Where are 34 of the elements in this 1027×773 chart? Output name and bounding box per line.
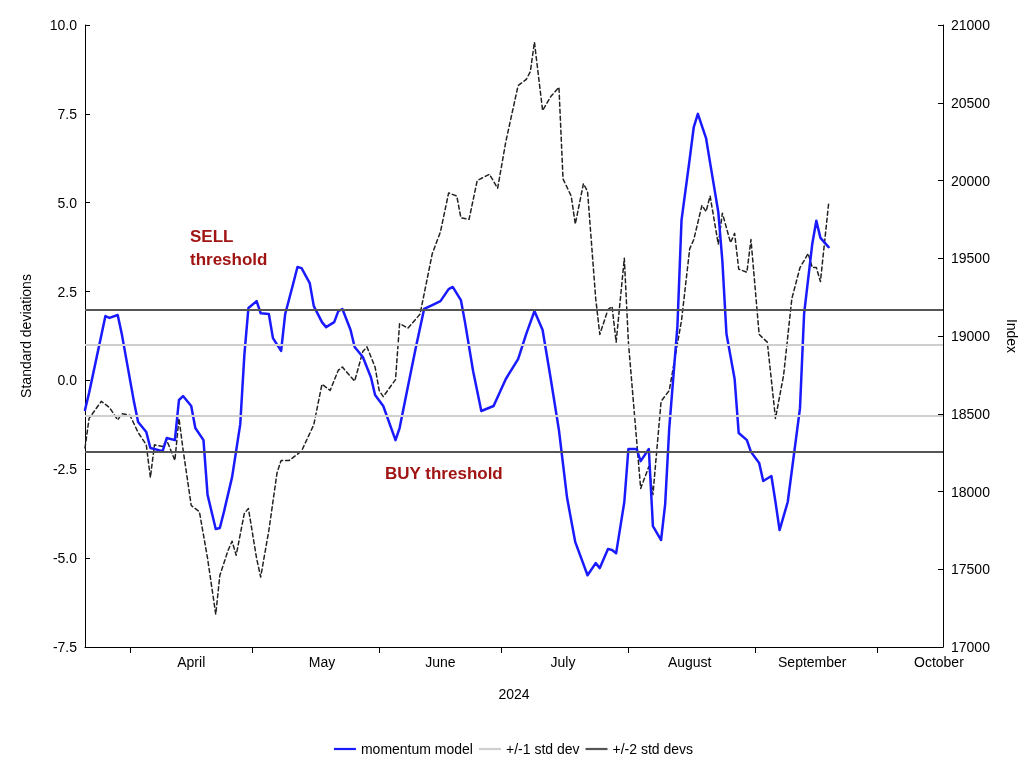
y-tick-label: -5.0	[52, 550, 78, 567]
line-series	[83, 112, 830, 577]
y-tick-label: 5.0	[57, 194, 78, 211]
x-tick-label: October	[914, 654, 965, 670]
y-tick-label: 2.5	[57, 283, 78, 300]
y-tick-label: -2.5	[52, 461, 78, 478]
x-tick-label: April	[177, 654, 206, 670]
x-axis-title: 2024	[498, 686, 530, 702]
legend-label: momentum model	[360, 741, 473, 757]
line-series	[84, 41, 830, 616]
y2-tick-label: 17000	[951, 639, 991, 655]
y2-tick-label: 19500	[951, 250, 991, 267]
x-tick-label: July	[550, 654, 576, 670]
x-tick-label: September	[778, 654, 847, 670]
y2-tick-label: 20000	[951, 172, 991, 189]
y2-tick-label: 21000	[951, 17, 991, 33]
y2-tick-label: 18000	[951, 483, 991, 500]
y-tick-label: -7.5	[52, 639, 78, 655]
y-tick-label: 7.5	[57, 105, 78, 122]
y-tick-label: 0.0	[57, 372, 78, 389]
x-tick-label: June	[425, 654, 456, 670]
annotation: BUY threshold	[385, 464, 503, 483]
x-tick-label: May	[308, 654, 336, 670]
y2-tick-label: 18500	[951, 405, 991, 422]
legend-label: +/-2 std devs	[612, 741, 694, 757]
y2-axis-title: Index	[1004, 318, 1020, 354]
y2-tick-label: 19000	[951, 328, 991, 344]
y2-tick-label: 20500	[951, 94, 991, 111]
y-tick-label: 10.0	[49, 17, 78, 33]
y-axis-title: Standard deviations	[18, 274, 34, 398]
y2-tick-label: 17500	[951, 561, 991, 578]
x-tick-label: August	[667, 654, 712, 670]
legend-label: +/-1 std dev	[505, 741, 580, 757]
annotation: SELL threshold	[190, 227, 268, 269]
